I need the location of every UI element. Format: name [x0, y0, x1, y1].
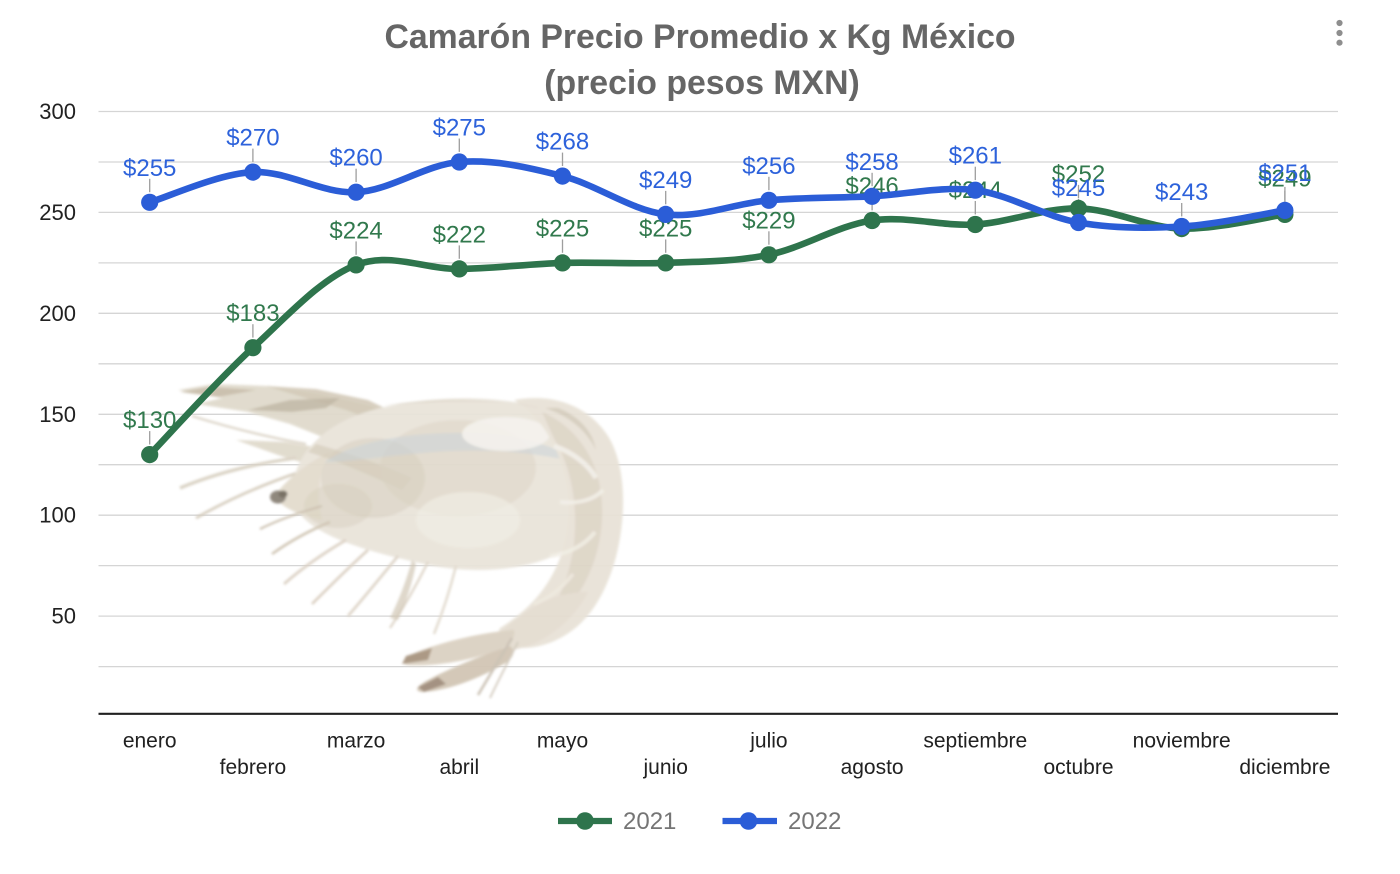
svg-text:2022: 2022	[788, 808, 841, 835]
svg-text:abril: abril	[439, 756, 479, 779]
svg-text:$256: $256	[742, 153, 795, 180]
svg-text:febrero: febrero	[220, 756, 287, 779]
svg-text:$252: $252	[1052, 161, 1105, 188]
svg-text:$260: $260	[329, 145, 382, 172]
svg-text:$270: $270	[226, 125, 279, 152]
svg-text:enero: enero	[123, 730, 177, 753]
svg-text:$130: $130	[123, 407, 176, 434]
svg-text:2021: 2021	[623, 808, 676, 835]
svg-text:(precio pesos MXN): (precio pesos MXN)	[544, 64, 860, 102]
svg-text:50: 50	[52, 604, 76, 629]
svg-text:150: 150	[39, 402, 76, 427]
svg-text:200: 200	[39, 301, 76, 326]
svg-text:marzo: marzo	[327, 730, 385, 753]
svg-text:$258: $258	[845, 149, 898, 176]
svg-text:diciembre: diciembre	[1239, 756, 1330, 779]
svg-text:$183: $183	[226, 300, 279, 327]
svg-text:agosto: agosto	[841, 756, 904, 779]
svg-text:$275: $275	[433, 115, 486, 142]
svg-text:300: 300	[39, 99, 76, 124]
svg-text:octubre: octubre	[1043, 756, 1113, 779]
svg-text:$222: $222	[433, 221, 486, 248]
svg-text:$261: $261	[949, 143, 1002, 170]
svg-text:$268: $268	[536, 129, 589, 156]
svg-text:$255: $255	[123, 155, 176, 182]
svg-text:$249: $249	[1258, 165, 1311, 192]
svg-text:noviembre: noviembre	[1133, 730, 1231, 753]
svg-text:septiembre: septiembre	[923, 730, 1027, 753]
svg-text:julio: julio	[749, 730, 787, 753]
svg-text:mayo: mayo	[537, 730, 588, 753]
svg-text:$229: $229	[742, 207, 795, 234]
svg-text:$224: $224	[329, 217, 382, 244]
svg-text:$243: $243	[1155, 179, 1208, 206]
svg-text:$249: $249	[639, 167, 692, 194]
svg-text:$251: $251	[1258, 160, 1311, 187]
svg-text:$225: $225	[536, 215, 589, 242]
svg-text:250: 250	[39, 200, 76, 225]
svg-text:Camarón Precio Promedio x Kg M: Camarón Precio Promedio x Kg México	[384, 18, 1015, 56]
svg-text:100: 100	[39, 503, 76, 528]
svg-text:$245: $245	[1052, 175, 1105, 202]
svg-text:junio: junio	[643, 756, 688, 779]
